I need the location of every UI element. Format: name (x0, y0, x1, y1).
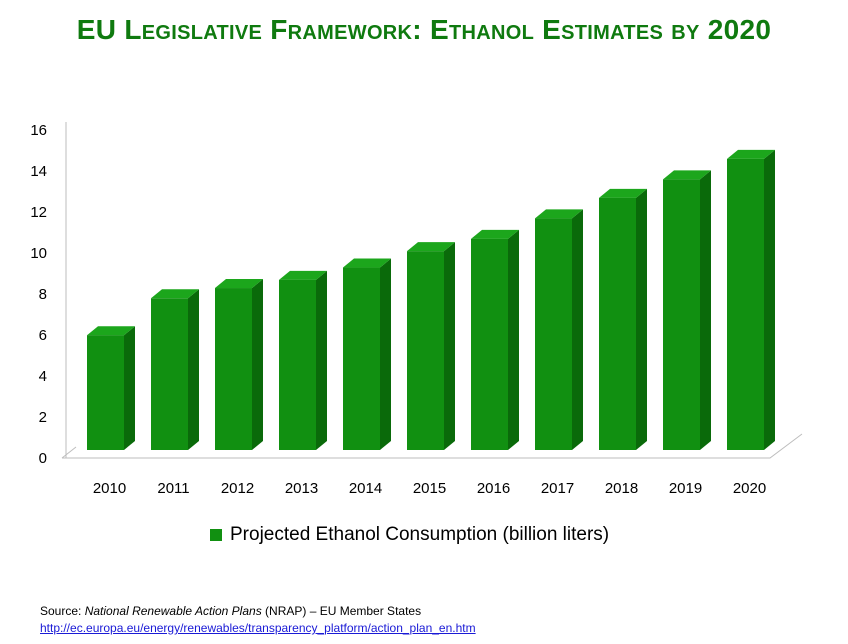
x-tick-label: 2014 (349, 480, 382, 497)
y-tick-label: 10 (30, 245, 47, 262)
bar-top (599, 188, 647, 198)
bar-top (151, 289, 199, 299)
axes (61, 122, 803, 459)
x-tick-label: 2016 (477, 480, 510, 497)
bar-top (215, 279, 263, 289)
y-tick-label: 2 (39, 409, 47, 426)
x-tick-label: 2010 (93, 480, 126, 497)
y-tick-label: 0 (39, 450, 47, 467)
bar (407, 242, 455, 450)
bar-front (471, 238, 508, 450)
bar (599, 188, 647, 450)
floor-edge (61, 446, 77, 459)
bar-side (316, 270, 327, 450)
x-tick-label: 2012 (221, 480, 254, 497)
y-tick-label: 4 (39, 368, 47, 385)
bar-side (444, 242, 455, 450)
x-tick-labels: 2010 2011 2012 2013 2014 2015 2016 2017 2018 2019… (93, 480, 766, 497)
y-tick-label: 12 (30, 204, 47, 221)
bar-side (380, 258, 391, 450)
bar (215, 279, 263, 450)
bar (471, 229, 519, 450)
bar-top (343, 258, 391, 268)
bar-front (599, 197, 636, 450)
bar (343, 258, 391, 450)
bar-top (87, 326, 135, 336)
source-note: Source: National Renewable Action Plans … (40, 603, 476, 637)
bar (87, 326, 135, 450)
bar-top (663, 170, 711, 180)
bar-side (572, 209, 583, 450)
bar (663, 170, 711, 450)
source-link[interactable]: http://ec.europa.eu/energy/renewables/tr… (40, 621, 476, 635)
bar-side (700, 170, 711, 450)
bar-front (407, 251, 444, 450)
bar-top (727, 149, 775, 159)
bar-front (727, 158, 764, 450)
bar-side (508, 229, 519, 450)
bar-front (343, 267, 380, 450)
y-tick-labels: 0 2 4 6 8 10 12 14 16 (30, 122, 47, 467)
bar-top (471, 229, 519, 239)
bar (727, 149, 775, 450)
bar-top (279, 270, 327, 280)
y-tick-label: 14 (30, 163, 47, 180)
legend-swatch (210, 529, 222, 541)
legend-label: Projected Ethanol Consumption (billion l… (230, 524, 610, 545)
x-tick-label: 2020 (733, 480, 766, 497)
legend: Projected Ethanol Consumption (billion l… (210, 524, 609, 546)
bar-front (215, 288, 252, 450)
bar-side (252, 279, 263, 450)
x-tick-label: 2018 (605, 480, 638, 497)
bar-side (764, 149, 775, 450)
bar-side (124, 326, 135, 450)
y-tick-label: 8 (39, 286, 47, 303)
bar (279, 270, 327, 450)
bar-front (279, 279, 316, 450)
x-tick-label: 2015 (413, 480, 446, 497)
x-tick-label: 2017 (541, 480, 574, 497)
floor-line (62, 433, 803, 459)
bar-front (535, 218, 572, 450)
source-suffix: (NRAP) – EU Member States (261, 604, 422, 618)
x-tick-label: 2019 (669, 480, 702, 497)
x-tick-label: 2011 (157, 480, 189, 497)
bar (535, 209, 583, 450)
bar-top (535, 209, 583, 219)
bar-front (151, 298, 188, 450)
bar-front (663, 179, 700, 450)
bar-top (407, 242, 455, 252)
bar-side (636, 188, 647, 450)
x-tick-label: 2013 (285, 480, 318, 497)
y-tick-label: 6 (39, 327, 47, 344)
bar (151, 289, 199, 450)
bar-side (188, 289, 199, 450)
source-prefix: Source: (40, 604, 85, 618)
bars (87, 149, 775, 450)
source-title: National Renewable Action Plans (84, 604, 262, 618)
chart-title: EU Legislative Framework: Ethanol Estima… (76, 14, 772, 45)
y-tick-label: 16 (30, 122, 47, 139)
bar-front (87, 335, 124, 450)
